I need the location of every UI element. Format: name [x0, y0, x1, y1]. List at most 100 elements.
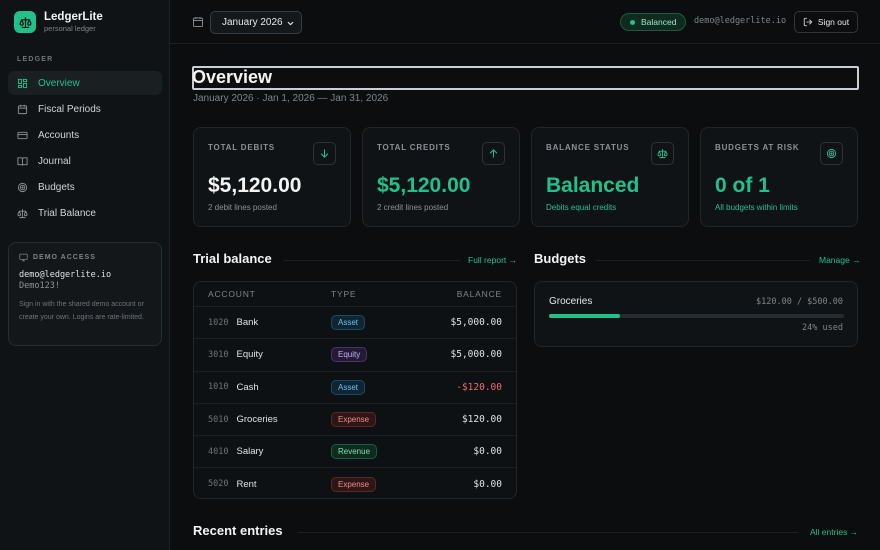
brand-name: LedgerLite: [44, 11, 103, 23]
grid-icon: [16, 77, 28, 89]
stat-note: 2 debit lines posted: [208, 203, 277, 212]
page-title-focus-ring: [192, 66, 859, 90]
table-row[interactable]: 5010 Groceries Expense $120.00: [194, 402, 516, 435]
arrow-down-icon: [313, 142, 336, 165]
budget-used-label: 24% used: [802, 323, 843, 333]
account-code: 5010: [208, 414, 229, 425]
account-type-badge: Asset: [331, 315, 366, 331]
sidebar-item-budgets[interactable]: Budgets: [8, 175, 162, 199]
column-header-type: TYPE: [331, 289, 357, 299]
budget-item[interactable]: Groceries $120.00 / $500.00 24% used: [534, 281, 858, 347]
user-email: demo@ledgerlite.io: [694, 16, 787, 26]
chevron-down-icon: [286, 19, 295, 31]
all-entries-link[interactable]: All entries →: [810, 527, 859, 537]
demo-password: Demo123!: [19, 281, 60, 291]
sidebar-item-journal[interactable]: Journal: [8, 149, 162, 173]
stat-value: Balanced: [546, 174, 640, 197]
sidebar-item-fiscal-periods[interactable]: Fiscal Periods: [8, 97, 162, 121]
stat-value: 0 of 1: [715, 174, 770, 197]
stat-value: $5,120.00: [377, 174, 471, 197]
stat-note: 2 credit lines posted: [377, 203, 449, 212]
page-title: Overview: [192, 67, 273, 87]
table-row[interactable]: 5020 Rent Expense $0.00: [194, 467, 516, 498]
table-row[interactable]: 3010 Equity Equity $5,000.00: [194, 338, 516, 370]
stat-note: Debits equal credits: [546, 203, 617, 212]
demo-access-card: DEMO ACCESS demo@ledgerlite.io Demo123! …: [8, 242, 162, 346]
sidebar-item-trial-balance[interactable]: Trial Balance: [8, 201, 162, 225]
account-name: Groceries: [236, 414, 278, 426]
scale-icon: [16, 207, 28, 219]
stat-label: BALANCE STATUS: [546, 143, 630, 152]
card-icon: [16, 129, 28, 141]
arrow-up-icon: [482, 142, 505, 165]
demo-access-title: DEMO ACCESS: [19, 253, 151, 262]
section-divider: [298, 532, 798, 533]
stat-card-total-debits: TOTAL DEBITS $5,120.00 2 debit lines pos…: [193, 127, 351, 227]
monitor-icon: [19, 253, 28, 262]
account-code: 5020: [208, 479, 229, 490]
budget-amount: $120.00 / $500.00: [756, 297, 843, 307]
sidebar-item-overview[interactable]: Overview: [8, 71, 162, 95]
account-balance: $0.00: [473, 446, 502, 458]
book-icon: [16, 155, 28, 167]
stat-card-budgets-at-risk: BUDGETS AT RISK 0 of 1 All budgets withi…: [700, 127, 858, 227]
account-balance: $120.00: [461, 414, 502, 426]
period-select-value: January 2026: [222, 17, 283, 28]
trial-balance-title: Trial balance: [193, 251, 272, 266]
calendar-icon: [192, 15, 204, 33]
budget-name: Groceries: [549, 296, 593, 307]
account-type-badge: Asset: [331, 379, 366, 395]
stat-label: TOTAL DEBITS: [208, 143, 275, 152]
account-name: Bank: [236, 317, 259, 329]
status-badge-label: Balanced: [641, 17, 677, 27]
trial-balance-table: ACCOUNT TYPE BALANCE 1020 Bank Asset $5,0…: [193, 281, 517, 499]
budget-progress-bar: [549, 314, 844, 318]
account-code: 1010: [208, 382, 229, 393]
brand-subtitle: personal ledger: [44, 24, 96, 33]
account-name: Equity: [236, 349, 263, 361]
account-name: Salary: [236, 446, 264, 458]
status-badge: Balanced: [620, 13, 687, 31]
sign-out-button[interactable]: Sign out: [794, 11, 858, 33]
brand[interactable]: LedgerLite personal ledger: [14, 10, 103, 34]
column-header-account: ACCOUNT: [208, 289, 256, 299]
sidebar-item-label: Journal: [38, 155, 71, 167]
account-type-badge: Revenue: [331, 444, 378, 460]
sidebar: LedgerLite personal ledger LEDGER Overvi…: [0, 0, 170, 550]
page-subtitle: January 2026 · Jan 1, 2026 — Jan 31, 202…: [193, 93, 389, 104]
account-balance: $0.00: [473, 478, 502, 490]
account-code: 1020: [208, 317, 229, 328]
full-report-link[interactable]: Full report →: [468, 255, 518, 265]
sidebar-item-accounts[interactable]: Accounts: [8, 123, 162, 147]
table-row[interactable]: 1010 Cash Asset -$120.00: [194, 370, 516, 403]
column-header-balance: BALANCE: [456, 289, 502, 299]
stat-card-balance-status: BALANCE STATUS Balanced Debits equal cre…: [531, 127, 689, 227]
sidebar-item-label: Fiscal Periods: [38, 103, 101, 115]
stat-card-total-credits: TOTAL CREDITS $5,120.00 2 credit lines p…: [362, 127, 520, 227]
sidebar-nav: Overview Fiscal Periods Accounts Journal…: [8, 71, 162, 227]
calendar-icon: [16, 103, 28, 115]
account-balance: $5,000.00: [450, 349, 502, 361]
demo-access-label: DEMO ACCESS: [33, 254, 96, 261]
scale-icon: [651, 142, 674, 165]
manage-budgets-link[interactable]: Manage →: [819, 255, 861, 265]
table-row[interactable]: 4010 Salary Revenue $0.00: [194, 435, 516, 467]
section-divider: [596, 260, 810, 261]
sidebar-section-label: LEDGER: [17, 56, 54, 63]
account-balance: $5,000.00: [450, 317, 502, 329]
target-icon: [820, 142, 843, 165]
period-select[interactable]: January 2026: [210, 11, 302, 34]
account-code: 4010: [208, 446, 229, 457]
account-name: Rent: [236, 478, 257, 490]
stat-label: TOTAL CREDITS: [377, 143, 451, 152]
account-name: Cash: [236, 381, 259, 393]
sidebar-item-label: Trial Balance: [38, 207, 96, 219]
recent-entries-title: Recent entries: [193, 523, 283, 538]
table-row[interactable]: 1020 Bank Asset $5,000.00: [194, 306, 516, 338]
account-type-badge: Expense: [331, 476, 377, 492]
account-balance: -$120.00: [456, 381, 502, 393]
demo-email: demo@ledgerlite.io: [19, 270, 112, 280]
logout-icon: [803, 17, 813, 27]
demo-description: Sign in with the shared demo account or …: [19, 301, 144, 321]
stat-note: All budgets within limits: [715, 203, 798, 212]
